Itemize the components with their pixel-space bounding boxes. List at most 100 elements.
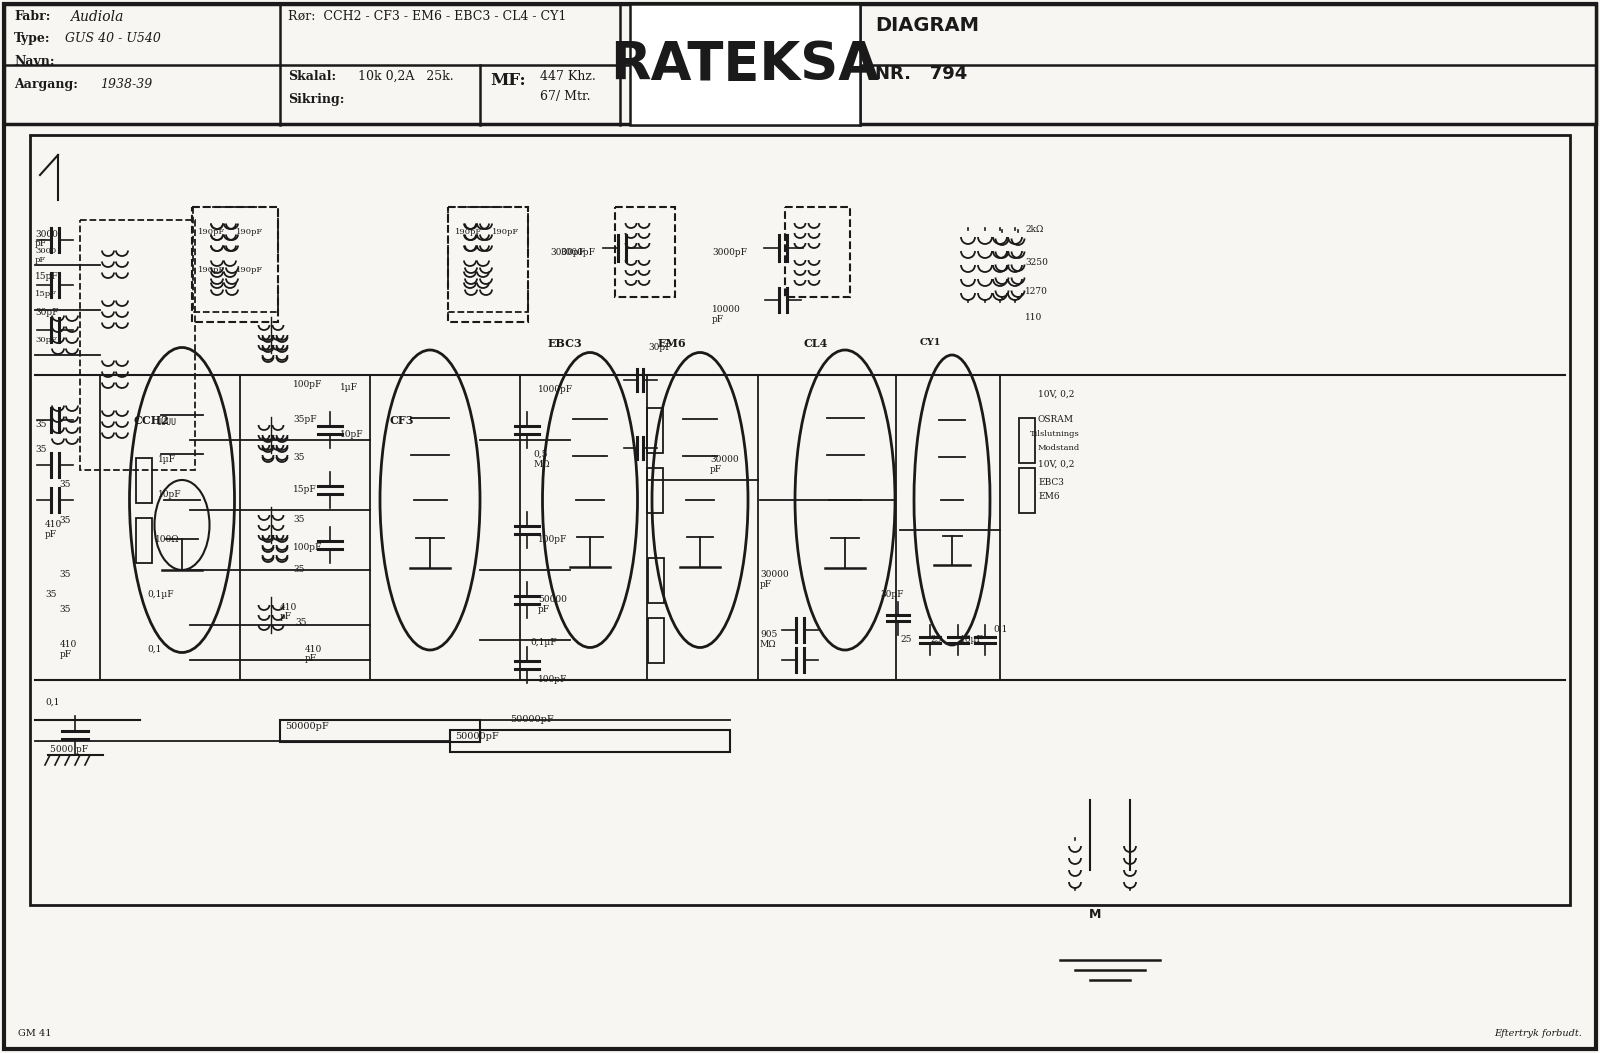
Bar	[448, 207, 528, 312]
Text: Sikring:: Sikring:	[288, 93, 344, 106]
Bar	[80, 220, 195, 470]
Text: 67/ Mtr.: 67/ Mtr.	[541, 90, 590, 103]
Text: pF: pF	[35, 239, 46, 249]
Text: EM6: EM6	[658, 338, 686, 349]
Text: 10pF: 10pF	[339, 430, 363, 439]
Text: 35: 35	[293, 453, 304, 462]
Text: 190pF: 190pF	[198, 229, 226, 236]
Bar	[614, 207, 675, 297]
Text: 35: 35	[59, 570, 70, 579]
Text: 16µF: 16µF	[960, 635, 984, 644]
Text: 447 Khz.: 447 Khz.	[541, 69, 595, 83]
Text: 50000pF: 50000pF	[454, 732, 499, 741]
Bar	[192, 207, 278, 322]
Text: 0,1µF: 0,1µF	[147, 590, 174, 599]
Text: 3000pF: 3000pF	[550, 249, 586, 257]
Text: 0,1µF: 0,1µF	[530, 638, 557, 647]
Text: GUS 40 - U540: GUS 40 - U540	[66, 32, 162, 45]
Text: 1µF: 1µF	[158, 455, 176, 464]
Text: Modstand: Modstand	[1038, 444, 1080, 452]
Text: M: M	[1090, 909, 1101, 921]
Text: OSRAM: OSRAM	[1038, 415, 1074, 424]
Text: 100pF: 100pF	[293, 380, 322, 389]
Text: 0,1: 0,1	[45, 698, 59, 707]
Text: 15pF: 15pF	[293, 485, 317, 494]
Text: 1µF: 1µF	[339, 383, 358, 392]
Text: Skalal:: Skalal:	[288, 69, 336, 83]
Text: 3000
pF: 3000 pF	[35, 247, 56, 264]
Text: Aargang:: Aargang:	[14, 78, 78, 91]
Text: Type:: Type:	[14, 32, 51, 45]
Text: 15pF: 15pF	[35, 290, 58, 298]
Text: 10000
pF: 10000 pF	[712, 305, 741, 324]
Text: 30pF: 30pF	[648, 343, 672, 352]
Text: 0,1: 0,1	[994, 625, 1008, 634]
Text: 35: 35	[59, 605, 70, 614]
Text: 35: 35	[294, 618, 307, 627]
Text: CCH2: CCH2	[133, 415, 168, 426]
Bar	[646, 468, 662, 513]
Text: 35: 35	[35, 420, 46, 429]
Bar	[448, 207, 528, 322]
Text: 35: 35	[293, 565, 304, 574]
Text: Tilslutnings: Tilslutnings	[1030, 430, 1080, 438]
Text: 190pF: 190pF	[198, 266, 226, 274]
Text: 25: 25	[930, 635, 941, 644]
Text: 1000pF: 1000pF	[538, 385, 573, 394]
Text: 2kΩ: 2kΩ	[1026, 225, 1043, 234]
Text: 100pF: 100pF	[538, 535, 568, 544]
Text: 35: 35	[59, 480, 70, 489]
Text: 15pF: 15pF	[35, 272, 59, 281]
Text: Eftertryk forbudt.: Eftertryk forbudt.	[1494, 1029, 1582, 1038]
Text: 1938-39: 1938-39	[99, 78, 152, 91]
Text: 30pF: 30pF	[35, 307, 59, 317]
Text: pF: pF	[280, 612, 293, 621]
Text: Audiola: Audiola	[70, 9, 123, 24]
Bar	[1019, 418, 1035, 463]
Text: 905
MΩ: 905 MΩ	[760, 630, 778, 650]
Text: 410
pF: 410 pF	[45, 520, 62, 539]
Text: 0,5
MΩ: 0,5 MΩ	[533, 450, 550, 470]
Text: 410: 410	[280, 603, 298, 612]
Text: GM 41: GM 41	[18, 1029, 51, 1038]
Text: 1270: 1270	[1026, 287, 1048, 296]
Bar	[136, 458, 152, 503]
Text: 10V, 0,2: 10V, 0,2	[1038, 460, 1074, 469]
Text: 3000pF: 3000pF	[712, 249, 747, 257]
Text: 30pF: 30pF	[35, 336, 58, 344]
Bar	[630, 4, 861, 125]
Text: EBC3: EBC3	[547, 338, 582, 349]
Text: Fabr:: Fabr:	[14, 9, 50, 23]
Text: 3000: 3000	[35, 230, 58, 239]
Bar	[194, 207, 278, 312]
Bar	[3, 4, 1597, 124]
Text: UUUU: UUUU	[157, 418, 176, 428]
Bar	[648, 558, 664, 603]
Text: 190pF: 190pF	[237, 229, 264, 236]
Text: 100Ω: 100Ω	[155, 535, 179, 544]
Text: 50000pF: 50000pF	[285, 722, 328, 731]
Text: 35: 35	[45, 590, 56, 599]
Text: 100pF: 100pF	[293, 543, 322, 552]
Text: NR.   794: NR. 794	[875, 65, 968, 83]
Text: 50000
pF: 50000 pF	[538, 595, 566, 614]
Bar	[786, 207, 850, 297]
Text: 50000pF: 50000pF	[510, 715, 554, 724]
Bar	[646, 408, 662, 453]
Text: DIAGRAM: DIAGRAM	[875, 16, 979, 35]
Text: 10k 0,2A   25k.: 10k 0,2A 25k.	[358, 69, 454, 83]
Text: 35: 35	[293, 515, 304, 524]
Bar	[630, 4, 861, 125]
Text: EBC3: EBC3	[1038, 478, 1064, 486]
Text: CY1: CY1	[920, 338, 941, 347]
Bar	[30, 135, 1570, 905]
Text: RATEKSA: RATEKSA	[611, 39, 880, 91]
Text: 190pF: 190pF	[493, 229, 520, 236]
Text: 30pF: 30pF	[880, 590, 904, 599]
Text: 35: 35	[59, 516, 70, 525]
Text: 10pF: 10pF	[158, 490, 182, 499]
Text: CL4: CL4	[803, 338, 827, 349]
Text: 30000
pF: 30000 pF	[760, 570, 789, 590]
Text: 3250: 3250	[1026, 258, 1048, 267]
Text: 35pF: 35pF	[293, 415, 317, 424]
